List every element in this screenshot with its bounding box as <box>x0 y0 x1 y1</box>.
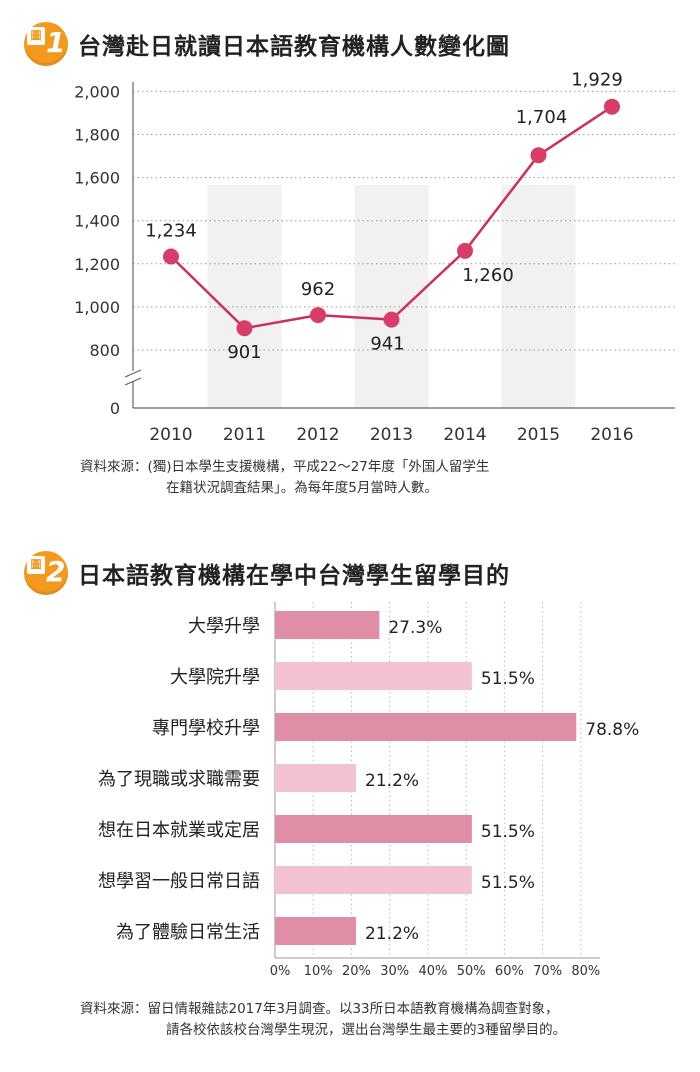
bar-1 <box>275 611 380 639</box>
x-tick-label: 2015 <box>517 425 560 445</box>
data-label-2012: 962 <box>301 279 335 300</box>
value-label: 51.5% <box>481 669 535 689</box>
category-label: 想在日本就業或定居 <box>98 820 260 841</box>
y-tick-label: 0 <box>110 399 120 418</box>
data-point-2012 <box>310 307 326 324</box>
category-label: 大學院升學 <box>170 667 260 688</box>
value-label: 51.5% <box>481 873 535 893</box>
figure1-badge-tag: 圖 <box>27 27 45 45</box>
x-tick-label: 2016 <box>590 425 633 445</box>
y-tick-label: 800 <box>89 341 120 360</box>
figure2-badge: 圖 2 <box>24 551 68 595</box>
y-tick-label: 1,200 <box>74 255 120 274</box>
category-label: 專門學校升學 <box>152 718 260 739</box>
figure1-source-line2: 在籍状況調査結果」。為每年度5月當時人數。 <box>166 480 438 496</box>
axis-break-mark-lower <box>124 377 142 386</box>
category-label: 為了現職或求職需要 <box>98 769 260 790</box>
x-tick-label: 2010 <box>149 425 192 445</box>
bar-2 <box>275 662 472 690</box>
data-point-2016 <box>604 98 620 115</box>
x-tick-label: 0% <box>270 964 291 979</box>
bar-4 <box>275 764 357 792</box>
figure2-source-line2: 請各校依該校台灣學生現況，選出台灣學生最主要的3種留學目的。 <box>166 1022 567 1038</box>
figure1-badge-number: 1 <box>46 26 66 59</box>
y-tick-label: 1,600 <box>74 169 120 188</box>
bar-7 <box>275 917 357 945</box>
data-label-2014: 1,260 <box>462 265 514 286</box>
value-label: 21.2% <box>365 924 419 944</box>
x-tick-label: 20% <box>342 964 371 979</box>
axis-break-mark-upper <box>124 369 142 378</box>
figure2-badge-number: 2 <box>46 555 66 588</box>
y-tick-label: 1,400 <box>74 212 120 231</box>
value-label: 27.3% <box>388 618 442 638</box>
category-label: 大學升學 <box>188 616 260 637</box>
data-label-2016: 1,929 <box>571 70 623 91</box>
figure1-badge: 圖 1 <box>24 22 68 66</box>
bar-6 <box>275 866 472 894</box>
category-label: 為了體驗日常生活 <box>116 922 260 943</box>
y-tick-label: 1,000 <box>74 298 120 317</box>
data-point-2011 <box>236 320 253 337</box>
x-tick-label: 2013 <box>370 425 413 445</box>
category-label: 想學習一般日常日語 <box>98 871 260 892</box>
figure2-title: 日本語教育機構在學中台灣學生留學目的 <box>78 563 510 589</box>
x-tick-label: 2014 <box>443 425 486 445</box>
x-tick-label: 2012 <box>296 425 339 445</box>
y-tick-label: 1,800 <box>74 126 120 145</box>
x-tick-label: 50% <box>457 964 486 979</box>
value-label: 51.5% <box>481 822 535 842</box>
figure2-badge-tag: 圖 <box>27 556 45 574</box>
value-label: 21.2% <box>365 771 419 791</box>
x-tick-label: 70% <box>533 964 562 979</box>
data-label-2013: 941 <box>370 334 404 355</box>
data-label-2011: 901 <box>227 342 261 363</box>
data-point-2015 <box>530 147 547 164</box>
x-tick-label: 10% <box>304 964 333 979</box>
bar-5 <box>275 815 472 843</box>
y-tick-label: 2,000 <box>74 82 120 101</box>
data-point-2013 <box>383 311 400 328</box>
data-label-2015: 1,704 <box>516 107 568 128</box>
figure1-source: 資料來源：(獨)日本學生支援機構，平成22～27年度「外国人留学生 在籍状況調査… <box>80 457 489 499</box>
line-chart: 0 800 1,000 1,200 1,400 1,600 1,800 2,000 2010 20… <box>74 70 675 445</box>
bar-chart: 0% 10% 20% 30% 40% 50% 60% 70% 80% 大學升學 27.3% 大學院升學… <box>98 602 639 979</box>
column-band-2011 <box>207 185 282 408</box>
x-tick-label: 40% <box>418 964 447 979</box>
bar-3 <box>275 713 577 741</box>
figure2-source-line1: 資料來源：留日情報雜誌2017年3月調查。以33所日本語教育機構為調查對象， <box>80 1001 559 1017</box>
data-point-2014 <box>457 242 473 259</box>
x-tick-label: 60% <box>495 964 524 979</box>
data-point-2010 <box>163 248 179 265</box>
figure1-source-line1: 資料來源：(獨)日本學生支援機構，平成22～27年度「外国人留学生 <box>80 459 490 475</box>
x-tick-label: 80% <box>571 964 600 979</box>
figure1-title: 台灣赴日就讀日本語教育機構人數變化圖 <box>78 34 510 60</box>
figure2-source: 資料來源：留日情報雜誌2017年3月調查。以33所日本語教育機構為調查對象， 請… <box>80 999 566 1041</box>
axis-break-gap <box>124 371 142 382</box>
x-tick-label: 30% <box>380 964 409 979</box>
x-tick-label: 2011 <box>223 425 266 445</box>
data-label-2010: 1,234 <box>145 220 197 241</box>
value-label: 78.8% <box>585 720 639 740</box>
column-band-2015 <box>501 185 576 408</box>
